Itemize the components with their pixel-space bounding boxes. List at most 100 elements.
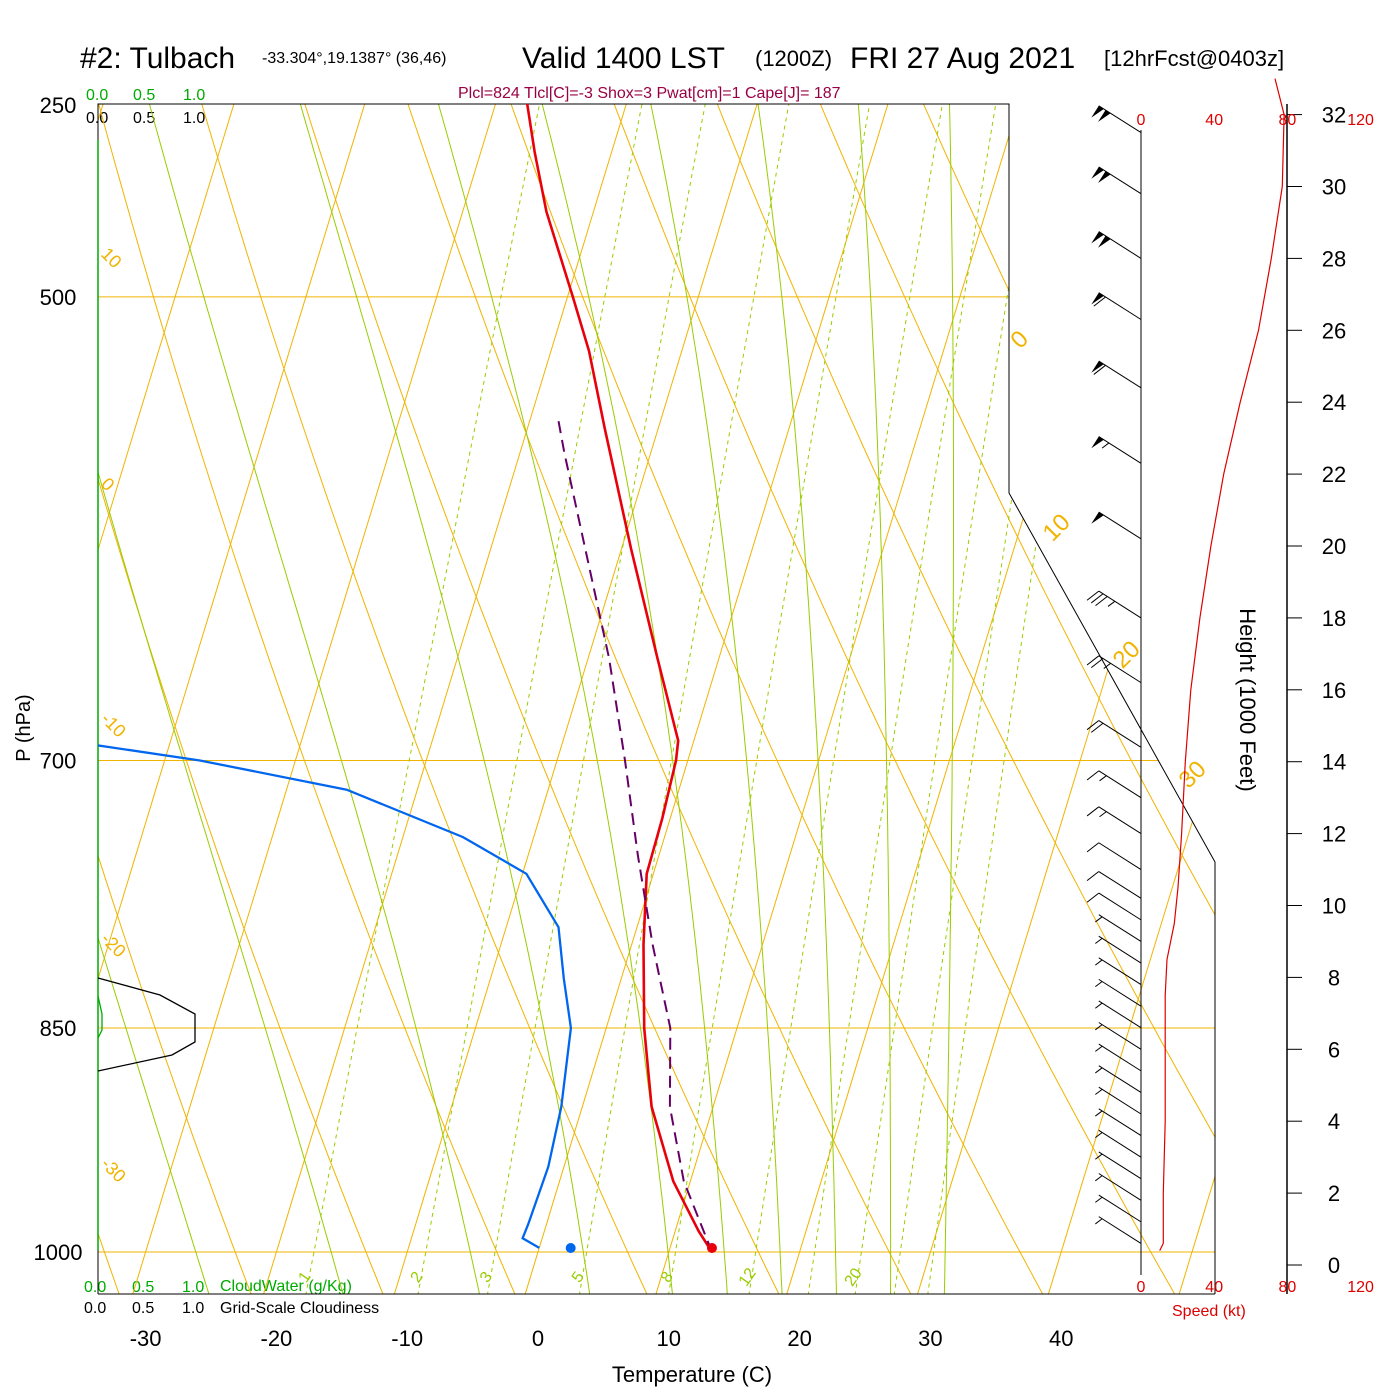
height-axis-title: Height (1000 Feet) [1235, 608, 1260, 791]
barb-staff [1099, 893, 1141, 920]
barb-half-flag [1100, 812, 1107, 817]
wind-barb [1095, 915, 1141, 942]
wind-barb [1091, 232, 1141, 259]
skew-t-chart: #2: Tulbach -33.304°,19.1387° (36,46) Va… [0, 0, 1400, 1400]
zulu-time: (1200Z) [755, 46, 832, 71]
x-axis-title: Temperature (C) [612, 1362, 772, 1387]
height-tick-label: 10 [1322, 894, 1346, 919]
moist-adiabat-line [0, 0, 367, 1383]
wind-barb [1095, 979, 1141, 1006]
height-tick-label: 18 [1322, 606, 1346, 631]
mixing-ratio-line [575, 0, 810, 1319]
isotherm-label: 20 [1108, 636, 1146, 674]
barb-half-flag [1095, 938, 1102, 943]
cloudwater-tick: 0.0 [84, 1279, 106, 1296]
wind-barb [1087, 872, 1141, 899]
isotherm-line [236, 0, 875, 1383]
isotherm-label: 0 [1005, 325, 1034, 354]
height-tick-label: 22 [1322, 462, 1346, 487]
wind-barb [1095, 1173, 1141, 1200]
isotherm-line [106, 0, 745, 1383]
barb-pennant [1091, 41, 1104, 53]
wind-barb [1095, 1066, 1141, 1093]
wind-barb [1087, 893, 1141, 920]
mixing-ratio-label: 5 [569, 1269, 588, 1286]
speed-tick-label: 0 [1137, 1279, 1146, 1296]
moist-adiabat-line [441, 0, 786, 1383]
height-tick-label: 6 [1328, 1037, 1340, 1062]
barb-staff [1099, 1087, 1141, 1114]
barb-staff [1099, 106, 1141, 133]
cloudiness-label: Grid-Scale Cloudiness [220, 1300, 379, 1317]
barb-staff [1099, 807, 1141, 834]
height-tick-label: 24 [1322, 390, 1346, 415]
barb-half-flag [1095, 1089, 1102, 1094]
dry-adiabat-line [0, 0, 420, 1383]
barb-staff [1099, 958, 1141, 985]
wind-barb [1091, 106, 1141, 133]
height-tick-label: 20 [1322, 534, 1346, 559]
dry-adiabat-line [0, 0, 151, 1383]
forecast-info: [12hrFcst@0403z] [1104, 46, 1284, 71]
temperature-tick-label: -30 [130, 1326, 162, 1351]
wind-barb [1087, 771, 1141, 798]
dry-adiabat-line [707, 0, 1400, 1383]
wind-barb [1095, 1044, 1141, 1071]
wind-barb [1095, 936, 1141, 963]
mixing-ratio-label: 8 [658, 1269, 677, 1286]
pressure-label: 850 [40, 1016, 77, 1041]
barb-flag [1087, 843, 1099, 852]
barb-half-flag [1095, 1219, 1102, 1224]
wind-barb [1091, 361, 1141, 388]
cloudiness-tick: 0.5 [132, 1300, 154, 1317]
pressure-label: 250 [40, 93, 77, 118]
wind-barb [1087, 721, 1141, 748]
cloudwater-label: CloudWater (g/Kg) [220, 1278, 352, 1295]
height-tick-label: 0 [1328, 1253, 1340, 1278]
cloudiness-profile [98, 978, 195, 1071]
barb-staff [1099, 167, 1141, 194]
dry-adiabat-line [94, 0, 823, 1383]
isotherm-label: -30 [97, 1154, 130, 1187]
barb-half-flag [1108, 601, 1115, 606]
barb-staff [1099, 936, 1141, 963]
cloudwater-axis-top: 0.0 0.5 1.0 [86, 87, 205, 104]
barb-half-flag [1095, 982, 1102, 987]
barb-staff [1099, 1195, 1141, 1222]
pressure-label: 500 [40, 285, 77, 310]
barb-half-flag [1095, 1197, 1102, 1202]
speed-tick-label: 120 [1347, 1279, 1374, 1296]
isotherm-line [1152, 0, 1400, 1383]
dry-adiabat-line [181, 0, 957, 1383]
cloudwater-tick: 0.0 [86, 87, 108, 104]
barb-flag [1087, 893, 1099, 902]
dry-adiabat-line [0, 0, 17, 1383]
wind-barb [1095, 1195, 1141, 1222]
barb-flag [1087, 872, 1099, 881]
dry-adiabat-line [1144, 0, 1400, 1383]
temperature-tick-label: 10 [657, 1326, 681, 1351]
barb-staff [1099, 872, 1141, 899]
barb-staff [1099, 591, 1141, 618]
pressure-label: 700 [40, 749, 77, 774]
isotherm-line [0, 0, 614, 1383]
cloudiness-tick: 1.0 [182, 1300, 204, 1317]
barb-half-flag [1095, 1003, 1102, 1008]
mixing-ratio-line [665, 0, 890, 1319]
wind-barb [1095, 1130, 1141, 1157]
barb-staff [1099, 721, 1141, 748]
barb-half-flag [1095, 1046, 1102, 1051]
temperature-tick-label: -10 [391, 1326, 423, 1351]
barb-staff [1099, 1152, 1141, 1179]
wind-barb [1087, 591, 1141, 618]
isotherm-line [0, 0, 483, 1383]
barb-staff [1099, 1217, 1141, 1244]
cloudiness-axis-bottom: 0.0 0.5 1.0 Grid-Scale Cloudiness [84, 1300, 379, 1317]
barb-staff [1099, 512, 1141, 539]
dewpoint-profile [0, 121, 571, 1248]
isotherm-line [0, 0, 91, 1383]
height-tick-label: 8 [1328, 965, 1340, 990]
temperature-tick-label: 0 [532, 1326, 544, 1351]
surface-dewpoint-dot [566, 1243, 576, 1253]
speed-tick-label: 80 [1279, 1279, 1297, 1296]
